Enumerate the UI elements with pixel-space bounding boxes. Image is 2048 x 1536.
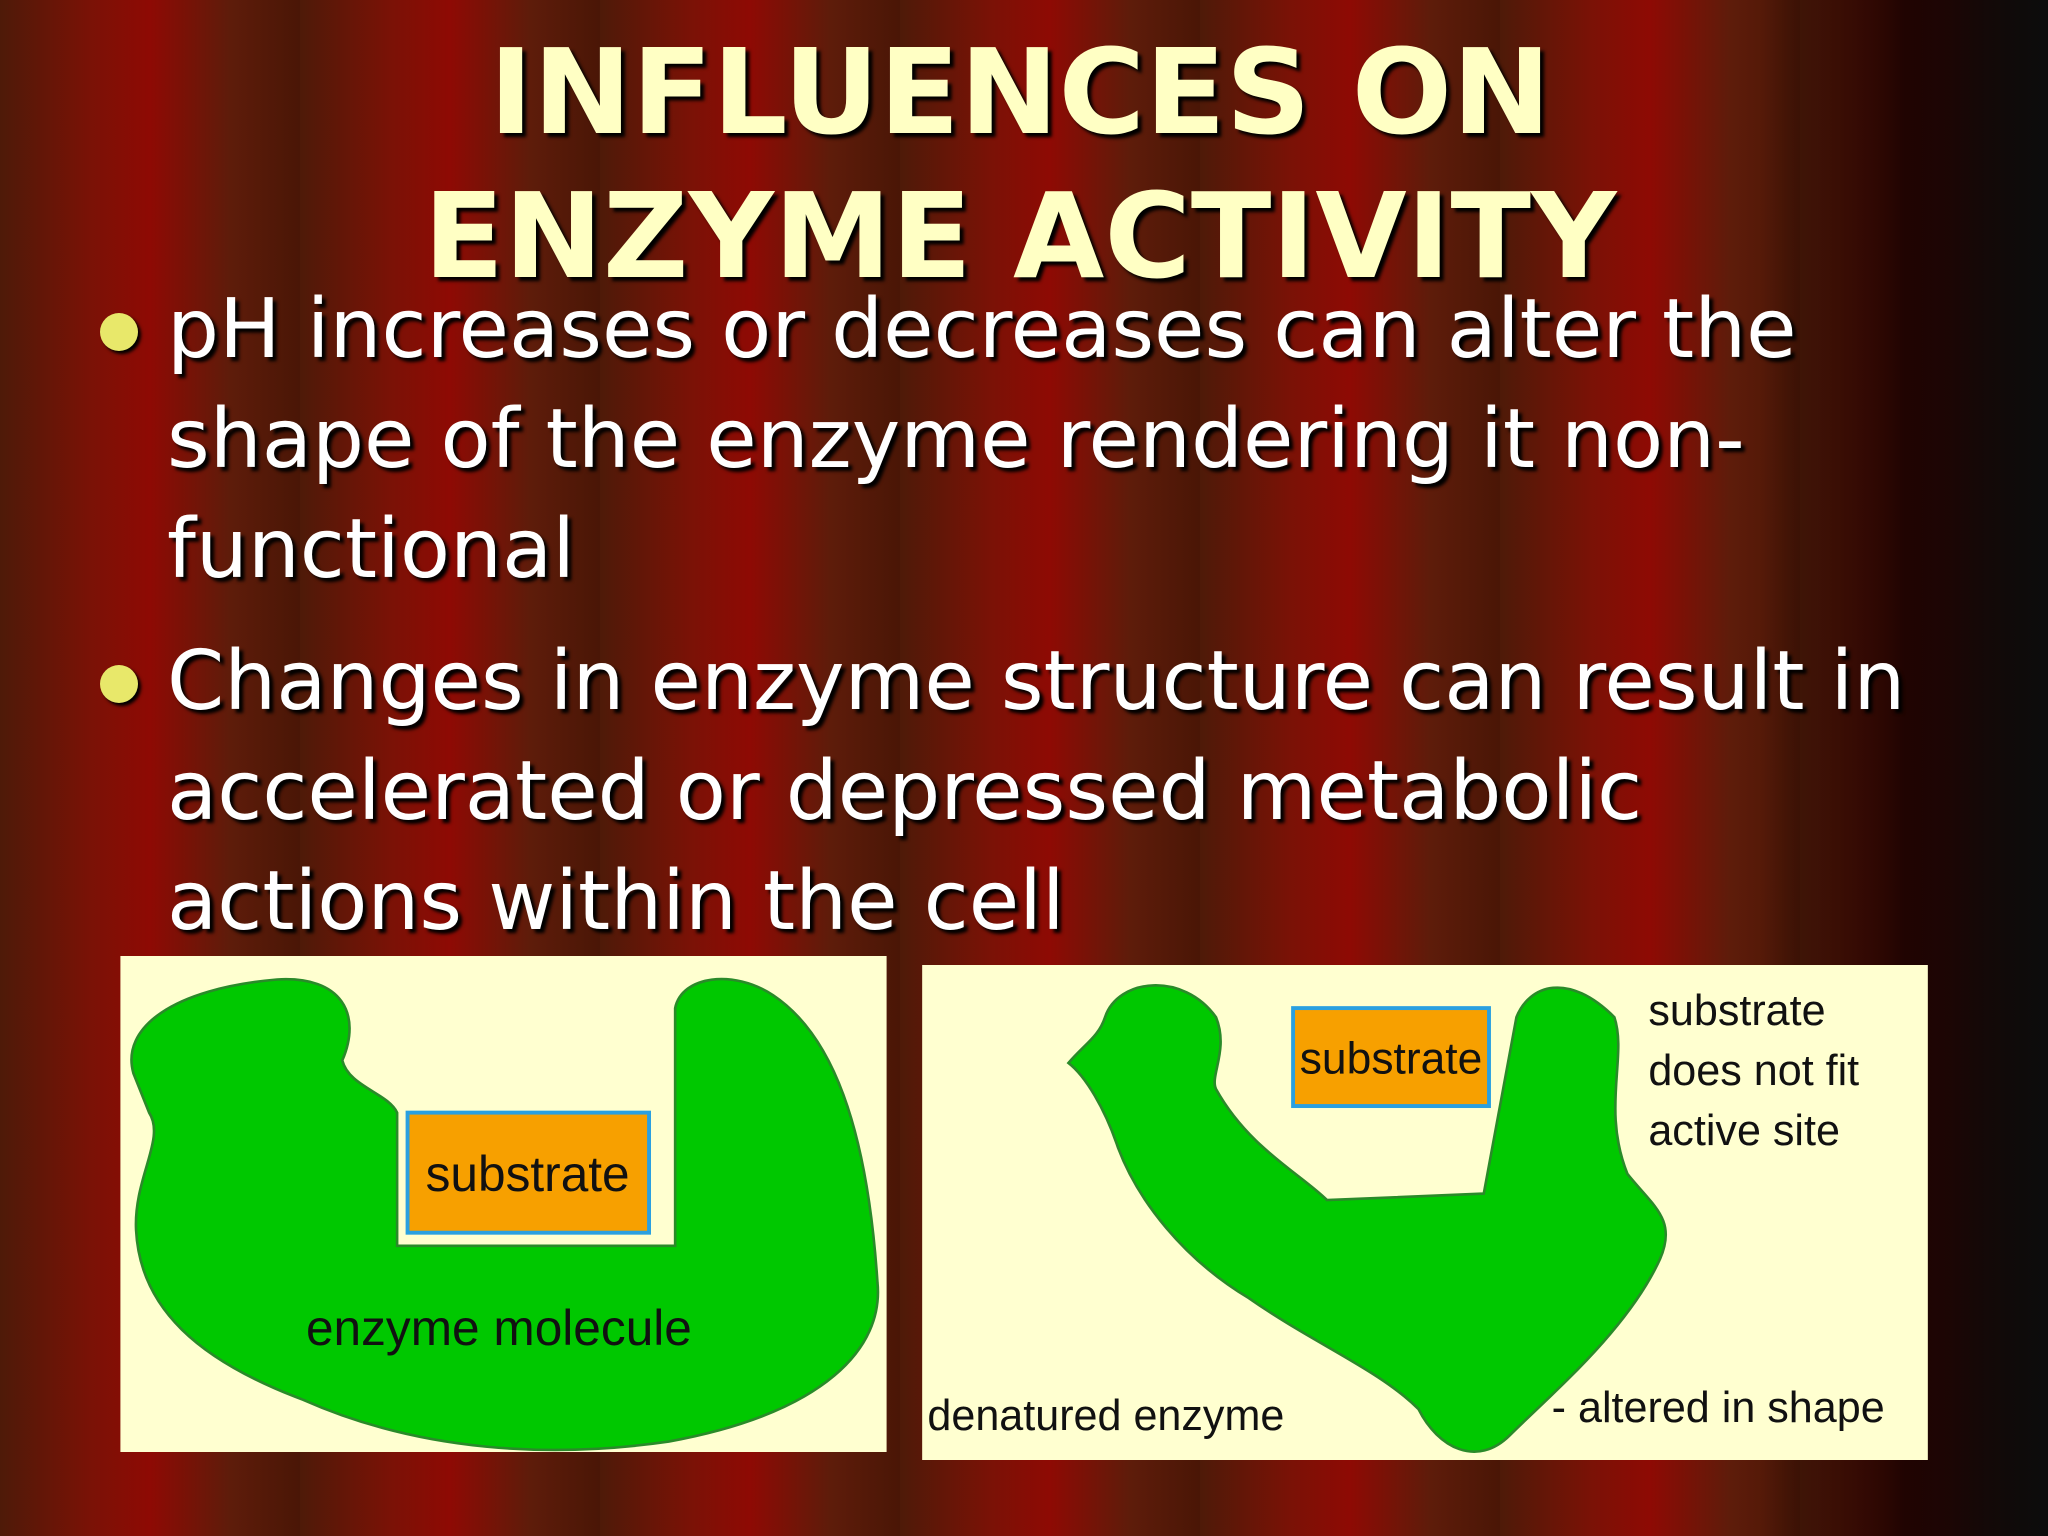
substrate-box [405, 1110, 651, 1235]
enzyme-shape [130, 977, 880, 1452]
enzyme-label: enzyme molecule [306, 1300, 692, 1356]
bullet: pH increases or decreases can alter the … [100, 275, 1940, 605]
enzyme-shape [1066, 984, 1668, 1453]
substrate-label: substrate [426, 1146, 630, 1202]
substrate-label: substrate [1300, 1034, 1483, 1083]
bullet-list: pH increases or decreases can alter the … [100, 275, 1940, 979]
bullet: Changes in enzyme structure can result i… [100, 627, 1940, 957]
shape-note: - altered in shape [1552, 1384, 1885, 1432]
caption-line: does not fit [1648, 1047, 1859, 1095]
enzyme-label: denatured enzyme [927, 1392, 1284, 1440]
substrate-box [1291, 1006, 1491, 1109]
enzyme-diagram: substrate enzyme molecule [120, 956, 887, 1452]
caption-line: substrate [1648, 987, 1825, 1035]
slide-title: INFLUENCES ON ENZYME ACTIVITY [423, 23, 1617, 305]
denatured-diagram: substrate substrate does not fit active … [922, 965, 1928, 1460]
caption-line: active site [1648, 1107, 1840, 1155]
